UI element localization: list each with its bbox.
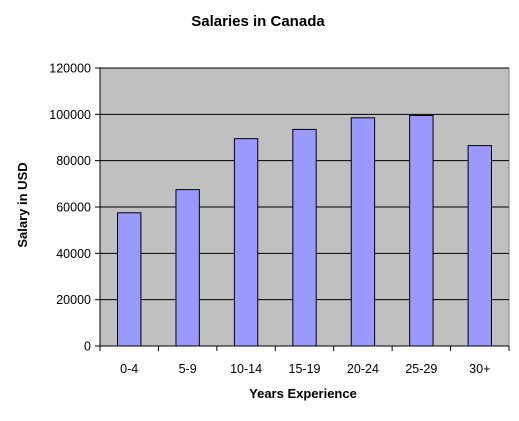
x-tick-label: 10-14 (230, 362, 262, 376)
y-axis-title: Salary in USD (15, 162, 30, 247)
y-tick-label: 60000 (56, 201, 91, 215)
x-tick-labels: 0-4 5-9 10-14 15-19 20-24 25-29 30+ (120, 362, 490, 376)
x-tick-label: 5-9 (179, 362, 197, 376)
bar (467, 145, 492, 347)
x-tick-label: 0-4 (120, 362, 138, 376)
bars (117, 114, 492, 347)
y-tick-label: 0 (84, 340, 91, 354)
gridlines (100, 67, 509, 301)
bar (117, 212, 142, 347)
axes (95, 67, 510, 351)
chart-title: Salaries in Canada (191, 13, 325, 30)
y-tick-label: 100000 (49, 108, 91, 122)
y-tick-label: 120000 (49, 62, 91, 76)
x-tick-label: 15-19 (289, 362, 321, 376)
bar (175, 189, 200, 347)
x-tick-label: 20-24 (347, 362, 379, 376)
y-tick-labels: 0 20000 40000 60000 80000 100000 120000 (49, 62, 91, 354)
x-tick-label: 30+ (469, 362, 490, 376)
bar (350, 117, 376, 347)
x-tick-label: 25-29 (405, 362, 437, 376)
x-axis-title: Years Experience (249, 386, 357, 401)
y-tick-label: 80000 (56, 154, 91, 168)
bar (292, 128, 317, 347)
bar (233, 138, 259, 347)
y-tick-label: 40000 (56, 247, 91, 261)
bar (409, 114, 434, 347)
y-tick-label: 20000 (56, 293, 91, 307)
